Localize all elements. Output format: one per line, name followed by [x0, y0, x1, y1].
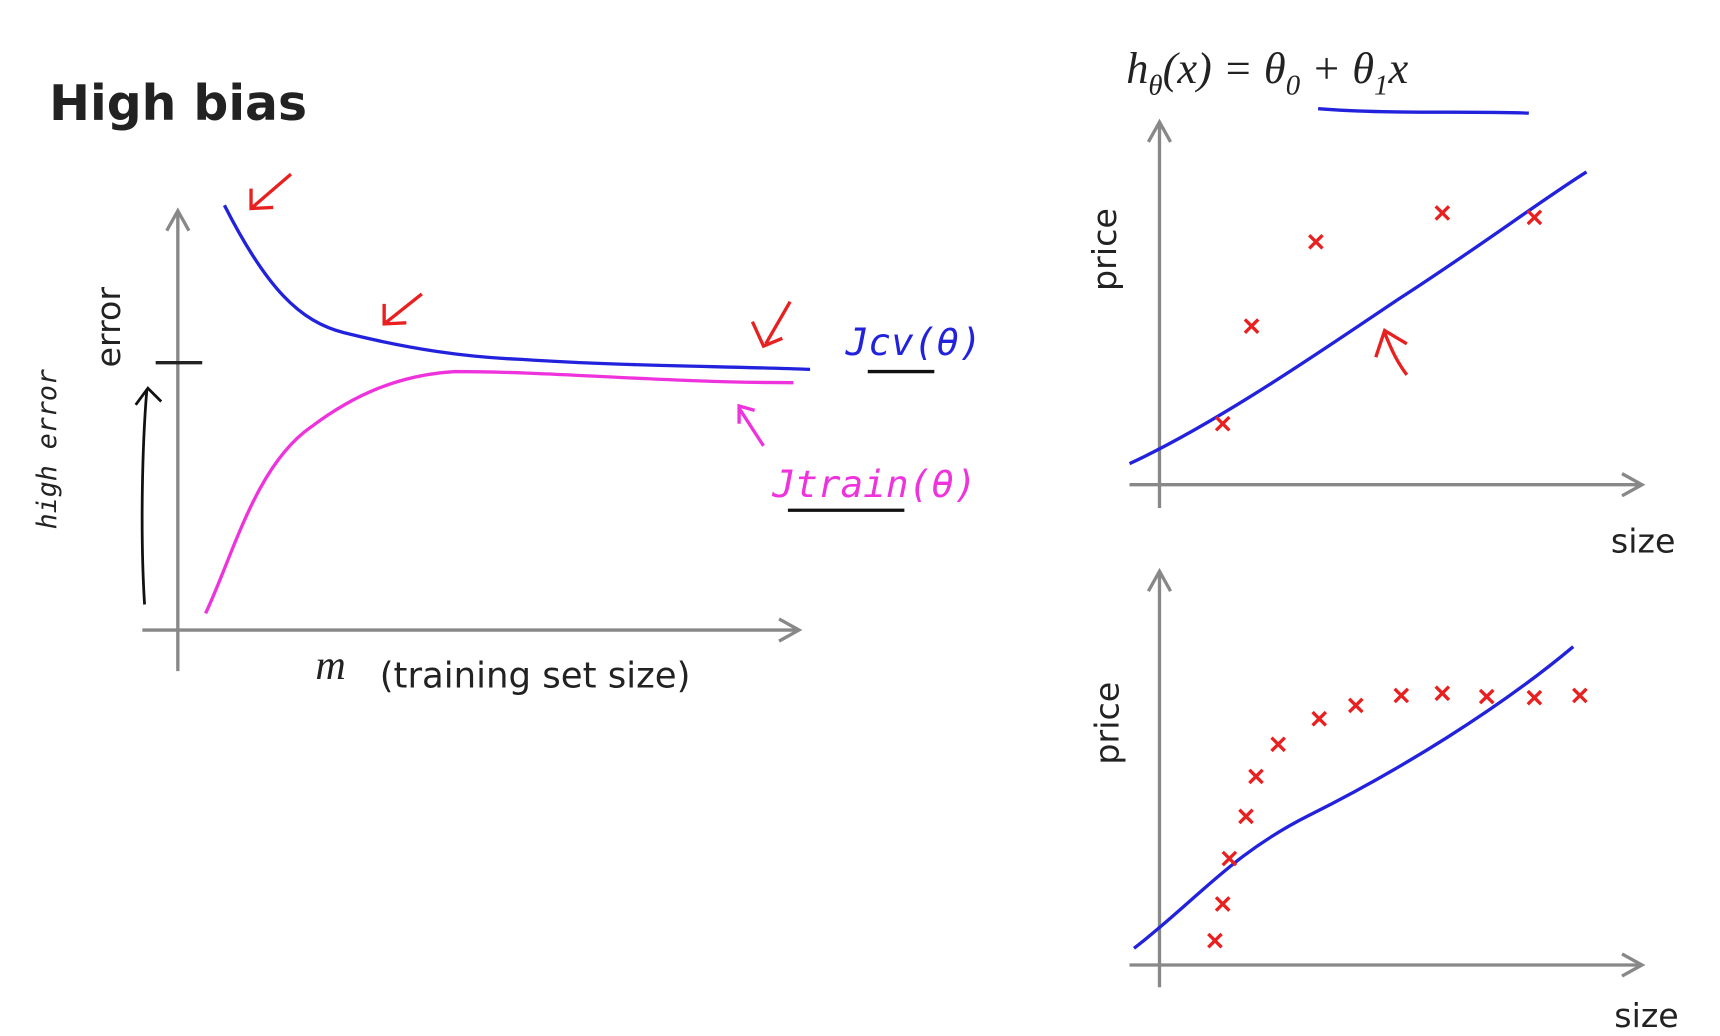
part: h: [1126, 43, 1148, 93]
x-axis-label: size: [1611, 521, 1676, 560]
learning-curve: error m (training set size) Jcv(θ) Jtrai…: [32, 172, 982, 697]
part: θ: [1148, 69, 1162, 101]
x-axis-label: size: [1614, 996, 1679, 1035]
sample-point: [1214, 896, 1231, 912]
part: 1: [1374, 69, 1388, 101]
y-axis-label: price: [1087, 682, 1126, 765]
y-axis: [1146, 567, 1173, 988]
top-plot: price size: [1085, 118, 1676, 560]
x-axis: [1129, 472, 1646, 498]
sample-point: [1221, 850, 1238, 867]
sample-point: [1214, 415, 1231, 432]
part: (x) = θ: [1163, 43, 1286, 93]
sample-point: [1308, 233, 1324, 250]
fit-line: [1132, 645, 1575, 950]
x-axis: [1129, 952, 1646, 978]
x-variable: m: [315, 642, 345, 689]
part: x: [1387, 43, 1408, 93]
sample-point: [1347, 697, 1364, 714]
train-label: Jtrain(θ): [771, 462, 976, 506]
handwritten-note: high error: [32, 369, 63, 529]
cv-label: Jcv(θ): [845, 320, 982, 364]
sample-point: [1478, 688, 1495, 705]
sample-point: [1238, 808, 1254, 825]
red-arrow: [737, 403, 765, 447]
slide-title: High bias: [49, 75, 307, 132]
handwritten-arrow: [134, 386, 163, 605]
sample-point: [1393, 687, 1410, 704]
red-arrow: [382, 292, 423, 326]
sample-point: [1434, 205, 1451, 221]
y-axis-label: price: [1085, 208, 1124, 291]
y-axis: [1146, 118, 1173, 509]
y-axis: [165, 207, 191, 672]
hypothesis: hθ(x) = θ0 + θ1x: [1126, 43, 1408, 101]
sample-point: [1572, 687, 1588, 704]
cv-curve: [222, 204, 811, 372]
sample-point: [1311, 710, 1328, 727]
sample-point: [1207, 932, 1223, 949]
part: 0: [1286, 69, 1301, 101]
sample-point: [1270, 736, 1287, 753]
sample-point: [1526, 689, 1543, 706]
fit-line: [1128, 170, 1588, 466]
sample-point: [1526, 209, 1543, 226]
red-arrow: [1374, 328, 1409, 376]
x-axis-label: (training set size): [380, 656, 691, 697]
y-axis-label: error: [89, 287, 128, 368]
x-axis: [142, 617, 803, 643]
red-arrow: [249, 172, 293, 211]
red-arrow: [750, 300, 792, 349]
sample-point: [1434, 685, 1451, 702]
sample-point: [1243, 318, 1260, 334]
train-curve: [204, 369, 794, 615]
sample-point: [1248, 768, 1264, 785]
underline: [1317, 107, 1529, 115]
bottom-plot: price size: [1087, 567, 1679, 1035]
part: + θ: [1300, 43, 1374, 93]
